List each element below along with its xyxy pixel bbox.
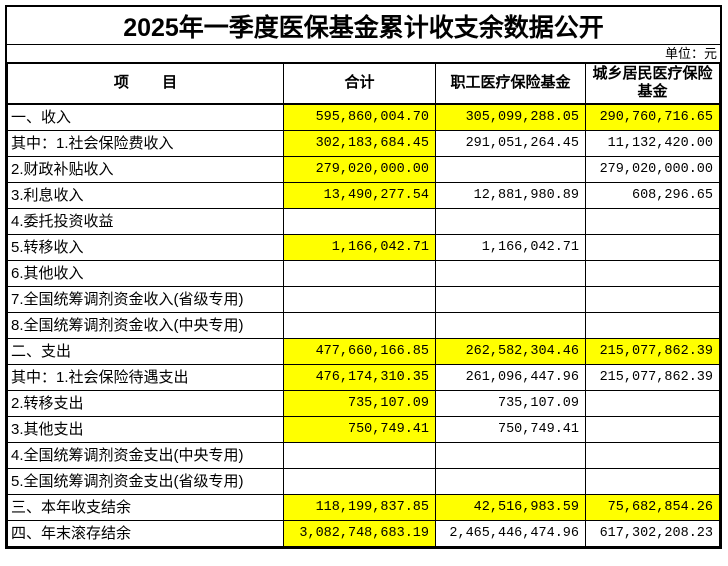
table-row: 2.财政补贴收入 279,020,000.00 279,020,000.00 (7, 155, 720, 183)
cell-total (283, 207, 436, 235)
cell-total: 279,020,000.00 (283, 155, 436, 183)
row-label: 3.利息收入 (7, 181, 284, 209)
cell-employee: 735,107.09 (435, 389, 586, 417)
cell-employee (435, 441, 586, 469)
table-row: 其中：1.社会保险费收入 302,183,684.45 291,051,264.45… (7, 129, 720, 157)
cell-resident (585, 389, 720, 417)
cell-total: 3,082,748,683.19 (283, 519, 436, 547)
cell-resident: 75,682,854.26 (585, 493, 720, 521)
cell-total (283, 467, 436, 495)
row-label: 4.委托投资收益 (7, 207, 284, 235)
row-label: 2.转移支出 (7, 389, 284, 417)
cell-resident: 279,020,000.00 (585, 155, 720, 183)
column-header-resident: 城乡居民医疗保险基金 (585, 63, 720, 105)
cell-employee (435, 259, 586, 287)
cell-employee (435, 467, 586, 495)
cell-employee: 305,099,288.05 (435, 103, 586, 131)
cell-total (283, 311, 436, 339)
cell-employee (435, 311, 586, 339)
cell-total: 118,199,837.85 (283, 493, 436, 521)
cell-resident (585, 415, 720, 443)
row-label: 二、支出 (7, 337, 284, 365)
cell-employee (435, 285, 586, 313)
cell-total: 595,860,004.70 (283, 103, 436, 131)
table-row: 2.转移支出 735,107.09 735,107.09 (7, 389, 720, 417)
cell-employee: 291,051,264.45 (435, 129, 586, 157)
column-header-employee: 职工医疗保险基金 (435, 63, 586, 105)
cell-total (283, 441, 436, 469)
cell-resident (585, 441, 720, 469)
cell-resident: 608,296.65 (585, 181, 720, 209)
cell-total: 476,174,310.35 (283, 363, 436, 391)
table-row: 8.全国统筹调剂资金收入(中央专用) (7, 311, 720, 339)
cell-resident: 215,077,862.39 (585, 337, 720, 365)
row-label: 2.财政补贴收入 (7, 155, 284, 183)
cell-employee: 1,166,042.71 (435, 233, 586, 261)
cell-total: 302,183,684.45 (283, 129, 436, 157)
cell-resident (585, 285, 720, 313)
table-body: 一、收入 595,860,004.70 305,099,288.05 290,760,… (7, 103, 720, 547)
table-row: 其中：1.社会保险待遇支出 476,174,310.35 261,096,447.9… (7, 363, 720, 391)
cell-total: 1,166,042.71 (283, 233, 436, 261)
unit-note: 单位：元 (7, 45, 720, 63)
cell-resident: 290,760,716.65 (585, 103, 720, 131)
table-row: 二、支出 477,660,166.85 262,582,304.46 215,077,… (7, 337, 720, 365)
table-row: 5.转移收入 1,166,042.71 1,166,042.71 (7, 233, 720, 261)
cell-total: 735,107.09 (283, 389, 436, 417)
table-row: 6.其他收入 (7, 259, 720, 287)
cell-employee: 42,516,983.59 (435, 493, 586, 521)
cell-total: 13,490,277.54 (283, 181, 436, 209)
column-header-item: 项 目 (7, 63, 284, 105)
cell-resident (585, 311, 720, 339)
row-label: 三、本年收支结余 (7, 493, 284, 521)
cell-employee: 750,749.41 (435, 415, 586, 443)
table-row: 5.全国统筹调剂资金支出(省级专用) (7, 467, 720, 495)
table-row: 一、收入 595,860,004.70 305,099,288.05 290,760,… (7, 103, 720, 131)
table-row: 4.委托投资收益 (7, 207, 720, 235)
cell-resident: 215,077,862.39 (585, 363, 720, 391)
cell-resident: 11,132,420.00 (585, 129, 720, 157)
cell-total: 477,660,166.85 (283, 337, 436, 365)
row-label: 6.其他收入 (7, 259, 284, 287)
row-label: 四、年末滚存结余 (7, 519, 284, 547)
cell-total: 750,749.41 (283, 415, 436, 443)
page-title: 2025年一季度医保基金累计收支余数据公开 (7, 7, 720, 45)
column-header-total: 合计 (283, 63, 436, 105)
cell-employee: 12,881,980.89 (435, 181, 586, 209)
cell-resident: 617,302,208.23 (585, 519, 720, 547)
row-label: 5.转移收入 (7, 233, 284, 261)
row-label: 3.其他支出 (7, 415, 284, 443)
row-label: 其中：1.社会保险费收入 (7, 129, 284, 157)
cell-resident (585, 207, 720, 235)
table-row: 7.全国统筹调剂资金收入(省级专用) (7, 285, 720, 313)
cell-resident (585, 259, 720, 287)
cell-resident (585, 467, 720, 495)
row-label: 一、收入 (7, 103, 284, 131)
row-label: 7.全国统筹调剂资金收入(省级专用) (7, 285, 284, 313)
table-row: 3.利息收入 13,490,277.54 12,881,980.89 608,296.… (7, 181, 720, 209)
table-row: 4.全国统筹调剂资金支出(中央专用) (7, 441, 720, 469)
cell-employee: 2,465,446,474.96 (435, 519, 586, 547)
row-label: 5.全国统筹调剂资金支出(省级专用) (7, 467, 284, 495)
row-label: 其中：1.社会保险待遇支出 (7, 363, 284, 391)
cell-employee (435, 155, 586, 183)
table-row: 3.其他支出 750,749.41 750,749.41 (7, 415, 720, 443)
cell-resident (585, 233, 720, 261)
row-label: 8.全国统筹调剂资金收入(中央专用) (7, 311, 284, 339)
table-row: 三、本年收支结余 118,199,837.85 42,516,983.59 75,68… (7, 493, 720, 521)
cell-employee: 262,582,304.46 (435, 337, 586, 365)
cell-employee: 261,096,447.96 (435, 363, 586, 391)
fund-disclosure-table: 2025年一季度医保基金累计收支余数据公开 单位：元 项 目 合计 职工医疗保险… (5, 5, 722, 549)
header-row: 项 目 合计 职工医疗保险基金 城乡居民医疗保险基金 (7, 63, 720, 105)
data-table: 项 目 合计 职工医疗保险基金 城乡居民医疗保险基金 一、收入 595,860,0… (7, 63, 720, 547)
row-label: 4.全国统筹调剂资金支出(中央专用) (7, 441, 284, 469)
cell-total (283, 259, 436, 287)
cell-total (283, 285, 436, 313)
cell-employee (435, 207, 586, 235)
table-row: 四、年末滚存结余 3,082,748,683.19 2,465,446,474.96… (7, 519, 720, 547)
